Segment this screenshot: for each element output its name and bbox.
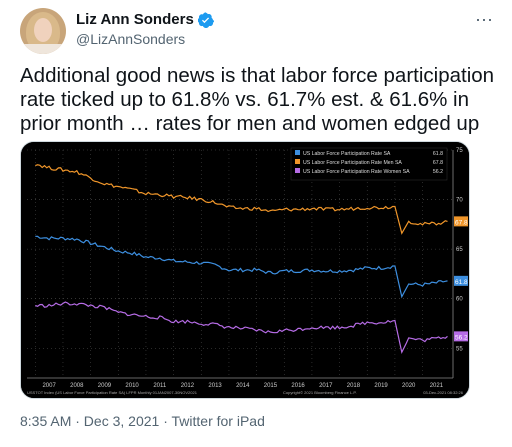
- verified-badge-icon: [197, 11, 214, 28]
- series-line-2: [35, 301, 448, 354]
- avatar[interactable]: [20, 8, 66, 54]
- legend-swatch: [295, 150, 300, 155]
- series-end-label: 67.8: [455, 219, 468, 226]
- chart-footer-source: USSTOT Index (US Labor Force Participati…: [27, 390, 198, 395]
- y-tick-label: 65: [456, 247, 463, 253]
- x-tick-label: 2016: [291, 383, 305, 389]
- series-end-label-box: [454, 331, 468, 342]
- series-end-label: 61.8: [455, 279, 468, 286]
- y-tick-label: 60: [456, 297, 463, 303]
- legend-swatch: [295, 159, 300, 164]
- labor-force-chart: 61.8 67.8 56.2 US Labor Force Participatio…: [21, 142, 469, 398]
- tweet-source[interactable]: Twitter for iPad: [171, 413, 265, 429]
- y-tick-label: 55: [456, 346, 463, 352]
- legend-label: US Labor Force Participation Rate Women …: [303, 169, 410, 175]
- y-tick-label: 70: [456, 198, 463, 204]
- x-tick-label: 2012: [181, 383, 195, 389]
- chart-footer-date: 03-Dec-2021 08:32:26: [423, 390, 464, 395]
- series-line-1: [35, 164, 448, 235]
- chart-legend: US Labor Force Participation Rate SA 61.8…: [290, 147, 448, 181]
- x-tick-label: 2013: [208, 383, 222, 389]
- author-name[interactable]: Liz Ann Sonders: [76, 11, 214, 28]
- tweet-text: Additional good news is that labor force…: [20, 64, 495, 135]
- more-options-icon[interactable]: ⋯: [475, 10, 494, 30]
- legend-value: 67.8: [433, 160, 443, 166]
- legend-label: US Labor Force Participation Rate Men SA: [303, 160, 402, 166]
- tweet-meta: 8:35 AM · Dec 3, 2021 · Twitter for iPad: [20, 413, 265, 429]
- x-tick-label: 2020: [402, 383, 416, 389]
- x-tick-label: 2015: [264, 383, 278, 389]
- tweet-media-chart[interactable]: 61.8 67.8 56.2 US Labor Force Participatio…: [20, 141, 470, 399]
- x-tick-label: 2014: [236, 383, 250, 389]
- legend-swatch: [295, 168, 300, 173]
- x-tick-label: 2017: [319, 383, 333, 389]
- x-tick-label: 2010: [125, 383, 139, 389]
- x-tick-label: 2011: [153, 383, 167, 389]
- series-end-label-box: [454, 216, 468, 227]
- legend-value: 61.8: [433, 151, 443, 157]
- x-tick-label: 2019: [374, 383, 388, 389]
- x-tick-label: 2018: [347, 383, 361, 389]
- x-tick-label: 2008: [70, 383, 84, 389]
- legend-box: [290, 147, 448, 181]
- x-tick-label: 2009: [98, 383, 112, 389]
- author-handle[interactable]: @LizAnnSonders: [76, 31, 186, 47]
- series-end-label: 56.2: [455, 334, 468, 341]
- author-name-text[interactable]: Liz Ann Sonders: [76, 11, 194, 28]
- series-end-label-box: [454, 275, 468, 286]
- chart-footer-copyright: Copyright© 2021 Bloomberg Finance L.P.: [283, 390, 357, 395]
- meta-separator: ·: [163, 413, 172, 429]
- legend-label: US Labor Force Participation Rate SA: [303, 151, 391, 157]
- legend-value: 56.2: [433, 169, 443, 175]
- x-tick-label: 2007: [42, 383, 56, 389]
- tweet-timestamp[interactable]: 8:35 AM · Dec 3, 2021: [20, 413, 160, 429]
- y-tick-label: 75: [456, 148, 463, 154]
- x-tick-label: 2021: [430, 383, 444, 389]
- series-line-0: [35, 235, 448, 299]
